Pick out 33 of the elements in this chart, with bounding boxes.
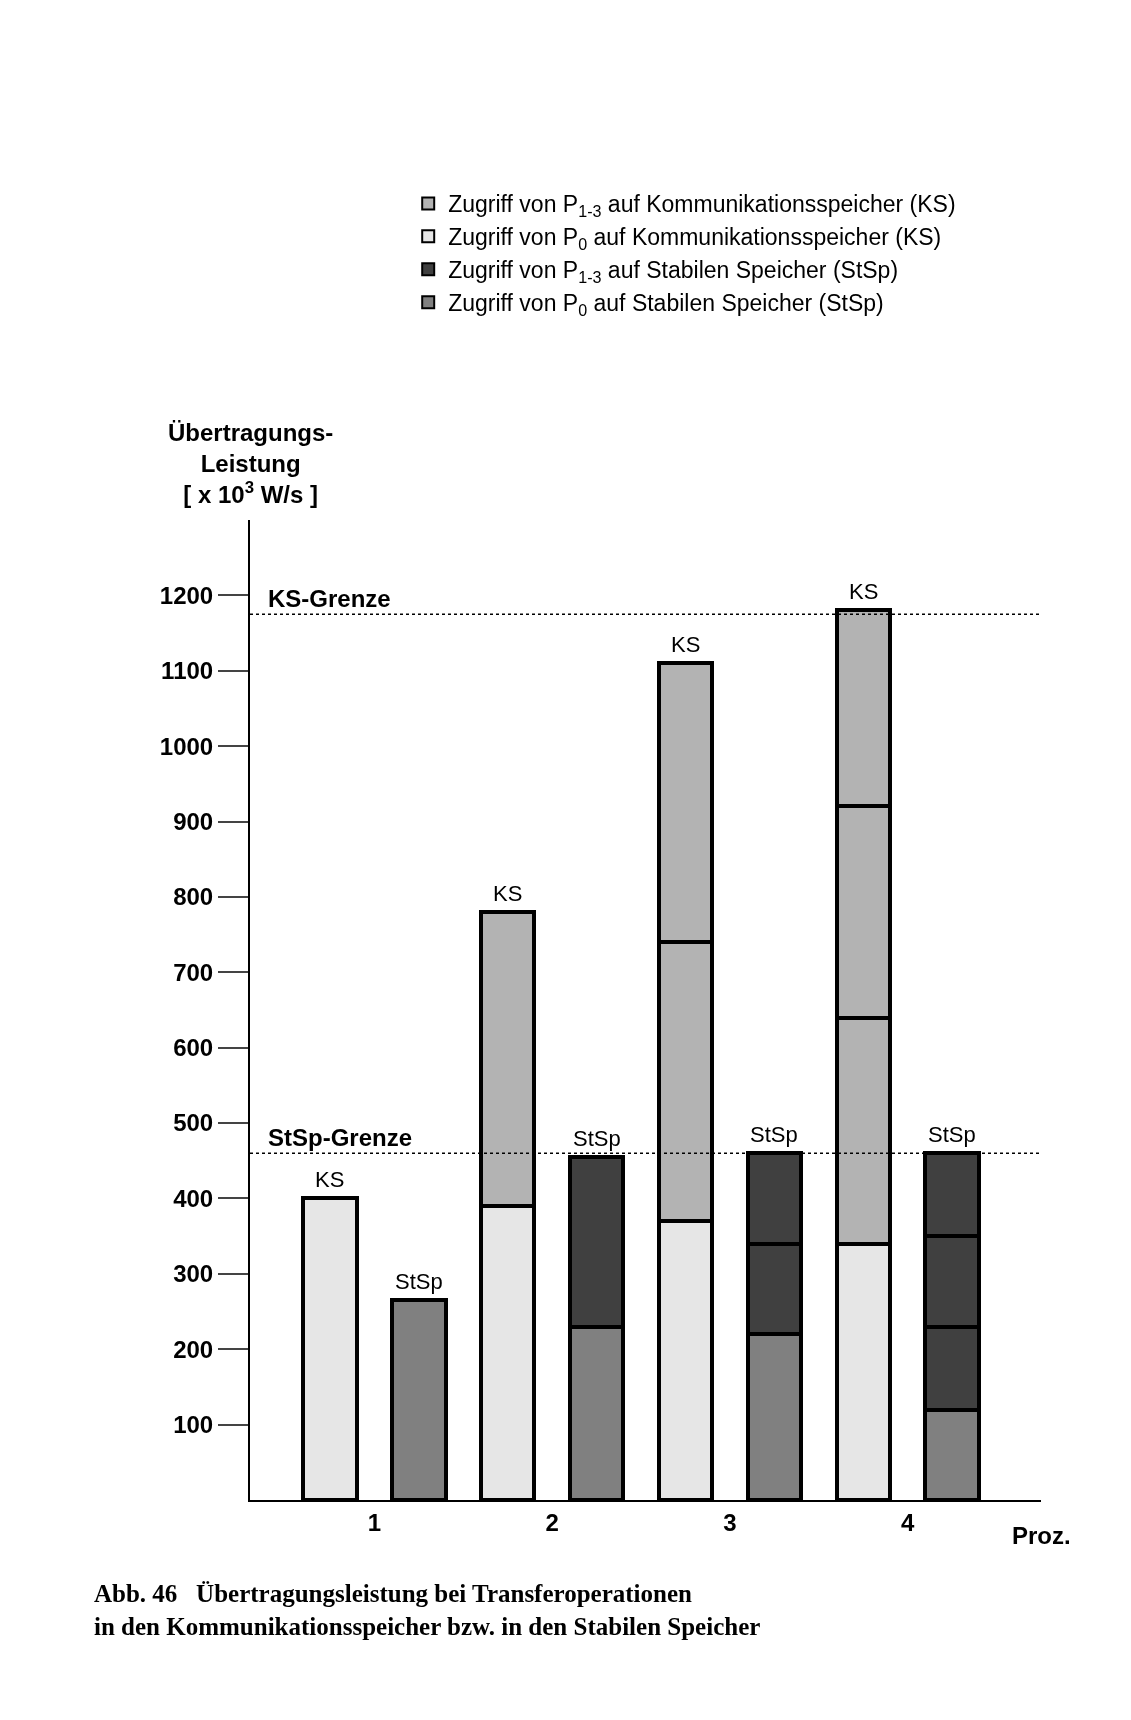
y-axis-title: Übertragungs- Leistung [ x 10$^{3}$ W/s ]	[168, 419, 334, 509]
data-label: KS	[671, 632, 701, 657]
data-label: StSp	[750, 1122, 798, 1147]
x-tick-label: 1	[367, 1508, 382, 1536]
y-tick-label: 500	[173, 1109, 214, 1137]
legend-label: Zugriff von P$_{0}$ auf Stabilen Speicher (StSp)	[448, 290, 884, 319]
y-tick-label: 1000	[159, 732, 214, 760]
x-tick-label: 2	[545, 1508, 559, 1536]
y-tick-label: 1200	[159, 581, 214, 609]
data-label: KS	[493, 881, 523, 906]
data-label: KS	[315, 1167, 345, 1192]
legend-label: Zugriff von P$_{1-3}$ auf Stabilen Speicher (StSp)	[448, 257, 899, 287]
y-tick-label: 400	[173, 1184, 214, 1212]
x-tick-label: 3	[723, 1508, 737, 1536]
y-tick-label: 1100	[161, 657, 214, 685]
x-tick-label: 4	[901, 1508, 916, 1536]
ref-line-label: KS-Grenze	[268, 585, 391, 612]
legend-label: Zugriff von P$_{1-3}$ auf Kommunikationsspeicher (KS)	[448, 191, 956, 221]
data-label: StSp	[395, 1269, 443, 1294]
y-tick-label: 800	[173, 883, 214, 911]
y-tick-label: 300	[173, 1260, 214, 1288]
y-tick-label: 200	[173, 1335, 214, 1363]
x-axis-title: Proz.	[1012, 1522, 1071, 1549]
y-tick-label: 900	[173, 807, 214, 835]
data-label: StSp	[928, 1122, 976, 1147]
legend-label: Zugriff von P$_{0}$ auf Kommunikationsspeicher (KS)	[448, 224, 942, 254]
data-label: StSp	[573, 1126, 621, 1151]
data-label: KS	[849, 579, 879, 604]
y-tick-label: 100	[173, 1411, 214, 1439]
y-tick-label: 600	[173, 1034, 214, 1062]
ref-line-label: StSp-Grenze	[268, 1124, 413, 1151]
caption: Abb. 46 Übertragungsleistung bei Transferoperationen in den Kommunikationsspeicher bzw. in den Stabilen Speicher	[94, 1580, 761, 1640]
y-tick-label: 700	[173, 958, 214, 986]
